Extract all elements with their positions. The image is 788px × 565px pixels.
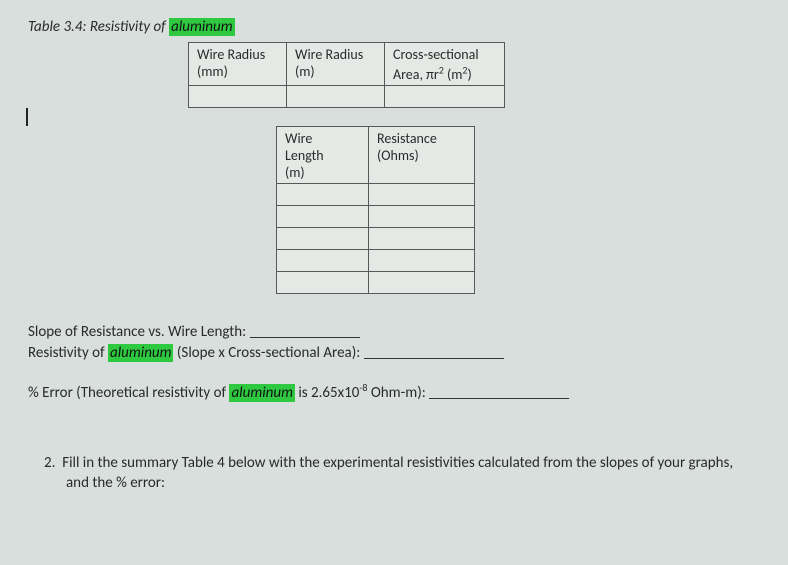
question-2: 2. Fill in the summary Table 4 below wit… <box>28 453 748 494</box>
table-1-wrap: Wire Radius (mm) Wire Radius (m) Cross-s… <box>188 42 760 108</box>
err-post: is 2.65x10-8 Ohm-m): <box>295 384 429 402</box>
resist-blank <box>364 345 504 359</box>
err-blank <box>429 385 569 399</box>
t1-h2a: Wire Radius <box>295 46 363 63</box>
wire-radius-table: Wire Radius (mm) Wire Radius (m) Cross-s… <box>188 42 505 108</box>
table-row <box>277 183 475 205</box>
t2-h1a: Wire <box>285 130 312 147</box>
wire-length-table: Wire Length (m) Resistance (Ohms) <box>276 126 475 294</box>
resist-pre: Resistivity of <box>28 344 108 362</box>
resist-post: (Slope x Cross-sectional Area): <box>173 344 363 362</box>
error-line: % Error (Theoretical resistivity of alum… <box>28 381 760 405</box>
err-highlight: aluminum <box>229 384 294 402</box>
err-post-a: is 2.65x10 <box>295 384 359 402</box>
resist-highlight: aluminum <box>108 344 173 362</box>
table-row <box>277 227 475 249</box>
table-row <box>277 205 475 227</box>
t2-h2a: Resistance <box>377 130 437 147</box>
t2-h2: Resistance (Ohms) <box>369 126 475 183</box>
t2-h2b: (Ohms) <box>377 147 419 164</box>
table-row <box>277 271 475 293</box>
table-2-wrap: Wire Length (m) Resistance (Ohms) <box>276 126 760 294</box>
err-pre: % Error (Theoretical resistivity of <box>28 384 229 402</box>
caption-prefix: Table 3.4: Resistivity of <box>28 18 169 36</box>
slope-label: Slope of Resistance vs. Wire Length: <box>28 323 250 341</box>
fill-in-lines: Slope of Resistance vs. Wire Length: Res… <box>28 322 760 366</box>
text-cursor <box>26 108 28 126</box>
t1-h3: Cross-sectional Area, πr2 (m2) <box>385 43 505 86</box>
t2-h1b: Length <box>285 147 324 164</box>
t1-h1: Wire Radius (mm) <box>189 43 287 86</box>
q2-text: Fill in the summary Table 4 below with t… <box>62 454 733 492</box>
t1-h3a: Cross-sectional <box>393 46 479 63</box>
table-row <box>277 249 475 271</box>
t1-h2: Wire Radius (m) <box>287 43 385 86</box>
err-post-b: Ohm-m): <box>367 384 429 402</box>
t1-h2b: (m) <box>295 63 315 80</box>
t2-h1: Wire Length (m) <box>277 126 369 183</box>
slope-blank <box>250 324 360 338</box>
resistivity-line: Resistivity of aluminum (Slope x Cross-s… <box>28 343 760 365</box>
t2-h1c: (m) <box>285 164 305 181</box>
t1-h1b: (mm) <box>197 63 228 80</box>
t1-h3b: Area, πr2 (m2) <box>393 66 472 83</box>
q2-number: 2. <box>44 454 55 472</box>
table-caption: Table 3.4: Resistivity of aluminum <box>28 18 760 36</box>
caption-highlight: aluminum <box>169 18 234 36</box>
slope-line: Slope of Resistance vs. Wire Length: <box>28 322 760 344</box>
t1-h1a: Wire Radius <box>197 46 265 63</box>
table-row <box>189 85 505 107</box>
